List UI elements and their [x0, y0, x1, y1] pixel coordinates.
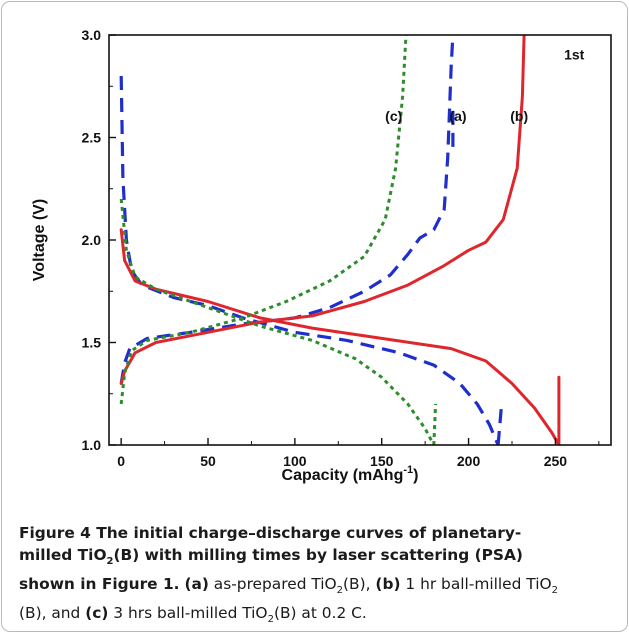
- caption-figure-label: Figure 4: [19, 524, 91, 542]
- x-tick-label: 150: [370, 453, 394, 469]
- x-tick-label: 200: [457, 453, 481, 469]
- caption-item-b: (b) 1 hr ball-milled TiO2: [375, 575, 559, 597]
- series-c-discharge-line: [119, 198, 436, 445]
- annotation-c-label: (c): [385, 108, 402, 124]
- x-tick-label: 100: [283, 453, 307, 469]
- annotation-1st-label: 1st: [564, 47, 585, 63]
- series-b-charge-line: [119, 35, 526, 385]
- y-tick-label: 1.5: [82, 335, 102, 351]
- series-a-tail2-line: [496, 403, 504, 445]
- caption-title-line1: The initial charge–discharge curves of p…: [90, 524, 522, 542]
- y-tick-label: 1.0: [82, 437, 102, 453]
- charge-discharge-chart: 0 50 100 150 200 250 1.0 1.5 2.0 2.5 3.0 1st (c) (a) (…: [31, 27, 612, 484]
- series-a-discharge-line: [119, 75, 500, 445]
- x-tick-label: 0: [117, 453, 125, 469]
- caption-item-b-cont: (B), and: [19, 604, 86, 623]
- x-tick-label: 250: [544, 453, 568, 469]
- caption-item-c: (c) 3 hrs ball-milled TiO2(B) at 0.2 C.: [85, 604, 367, 626]
- figure-caption: Figure 4 The initial charge–discharge cu…: [19, 522, 619, 631]
- series-c-tail2-line: [432, 403, 438, 445]
- series-a-charge-line: [119, 35, 455, 384]
- y-tick-label: 2.0: [82, 232, 102, 248]
- x-axis-label: Capacity (mAhg-1): [282, 464, 419, 484]
- y-tick-label: 3.0: [82, 27, 102, 43]
- caption-title-line2: milled TiO2(B) with milling times by las…: [19, 546, 523, 568]
- annotation-a-label: (a): [449, 108, 466, 124]
- y-axis-label: Voltage (V): [31, 199, 48, 281]
- caption-title-line3: shown in Figure 1.: [19, 575, 180, 594]
- caption-item-a: (a) as-prepared TiO2(B),: [184, 575, 376, 597]
- plot-frame: [108, 34, 612, 446]
- series-c-charge-line: [119, 35, 408, 405]
- x-tick-label: 50: [200, 453, 216, 469]
- y-tick-label: 2.5: [82, 130, 102, 146]
- series-b-discharge-line: [119, 228, 561, 445]
- annotation-b-label: (b): [510, 108, 528, 124]
